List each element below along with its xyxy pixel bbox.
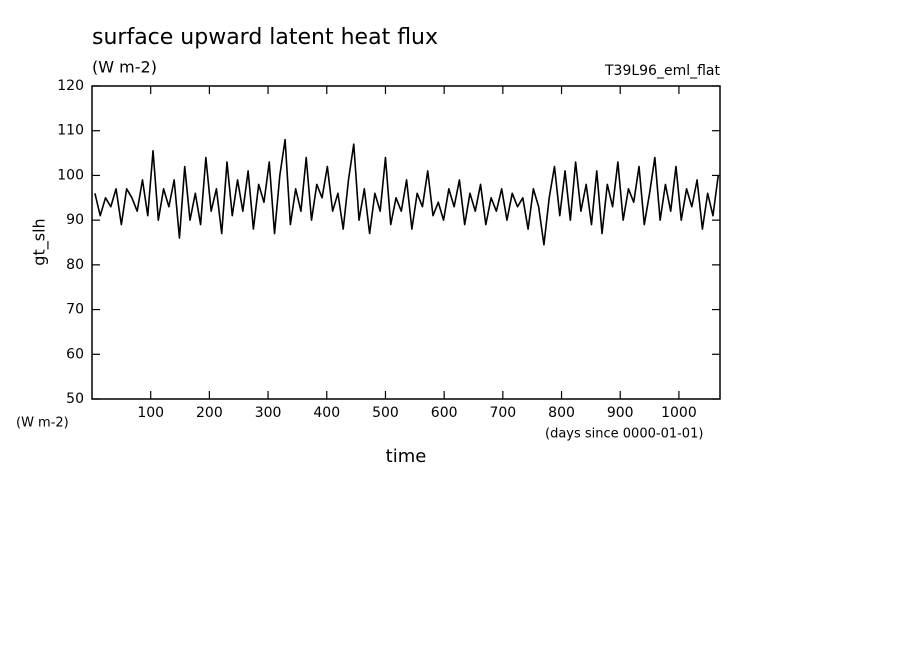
x-tick-label: 200 [196,405,223,421]
chart-subtitle: (W m-2) [92,58,157,77]
x-tick-label: 1000 [661,405,697,421]
plot-frame [91,85,721,400]
x-tick-label: 900 [607,405,634,421]
y-tick-label: 70 [66,302,84,318]
x-tick-label: 400 [313,405,340,421]
y-tick-label: 120 [57,78,84,94]
y-tick-label: 50 [66,391,84,407]
x-tick-label: 600 [431,405,458,421]
annotation: T39L96_eml_flat [604,63,721,79]
x-tick-label: 700 [489,405,516,421]
x-axis-label: time [386,446,427,467]
y-tick-label: 90 [66,212,84,228]
y-tick-label: 100 [57,167,84,183]
chart-title: surface upward latent heat flux [92,25,438,50]
y-tick-label: 60 [66,346,84,362]
x-tick-label: 100 [137,405,164,421]
x-tick-label: 300 [255,405,282,421]
x-unit-label: (days since 0000-01-01) [545,427,703,442]
x-tick-label: 500 [372,405,399,421]
y-tick-label: 80 [66,257,84,273]
y-tick-label: 110 [57,123,84,139]
y-axis-label: gt_slh [30,218,50,265]
y-unit-label: (W m-2) [16,416,69,431]
data-line [94,138,720,246]
x-tick-label: 800 [548,405,575,421]
